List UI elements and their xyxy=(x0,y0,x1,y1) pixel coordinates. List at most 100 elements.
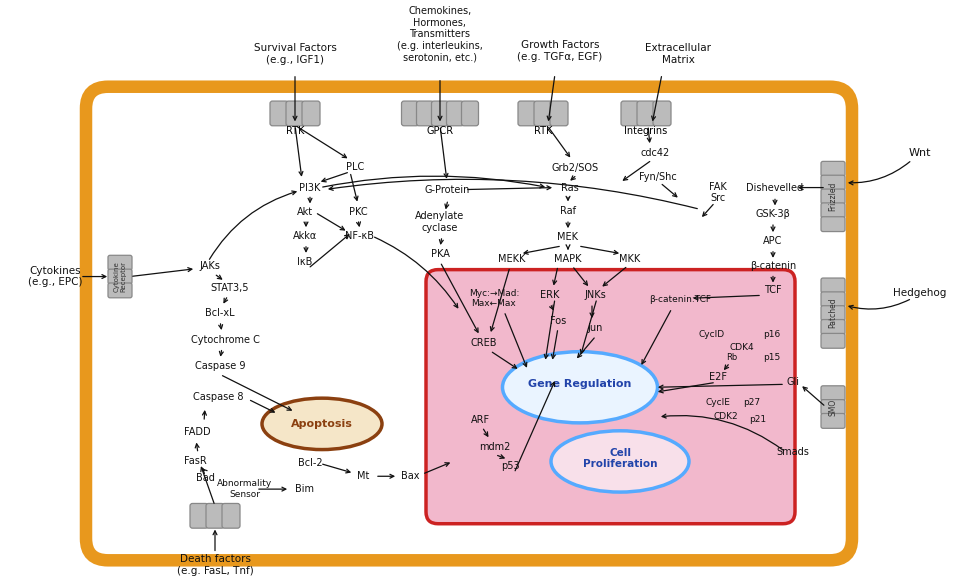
FancyBboxPatch shape xyxy=(821,386,845,401)
Text: Rb: Rb xyxy=(727,353,737,362)
Text: MEKK: MEKK xyxy=(498,254,526,264)
Text: mdm2: mdm2 xyxy=(479,441,511,451)
FancyBboxPatch shape xyxy=(270,101,288,126)
FancyBboxPatch shape xyxy=(550,101,568,126)
FancyBboxPatch shape xyxy=(446,101,464,126)
Text: Bcl-2: Bcl-2 xyxy=(298,458,323,468)
Text: Growth Factors
(e.g. TGFα, EGF): Growth Factors (e.g. TGFα, EGF) xyxy=(517,41,603,62)
FancyBboxPatch shape xyxy=(621,101,639,126)
Text: Adenylate
cyclase: Adenylate cyclase xyxy=(416,211,465,233)
Text: Dishevelled: Dishevelled xyxy=(747,183,804,193)
FancyBboxPatch shape xyxy=(108,255,132,270)
Text: JAKs: JAKs xyxy=(200,261,221,271)
Text: Jun: Jun xyxy=(588,323,603,333)
Text: E2F: E2F xyxy=(709,372,727,382)
FancyBboxPatch shape xyxy=(821,217,845,231)
Text: APC: APC xyxy=(763,236,782,246)
FancyBboxPatch shape xyxy=(462,101,478,126)
Text: Raf: Raf xyxy=(560,206,576,216)
Ellipse shape xyxy=(502,352,658,423)
Text: Grb2/SOS: Grb2/SOS xyxy=(551,163,599,173)
Text: FAK
Src: FAK Src xyxy=(709,182,727,203)
Text: PLC: PLC xyxy=(346,162,364,172)
Text: Bax: Bax xyxy=(400,471,420,481)
Text: Smads: Smads xyxy=(777,447,809,457)
Text: p21: p21 xyxy=(750,416,767,424)
FancyBboxPatch shape xyxy=(431,101,448,126)
Text: Survival Factors
(e.g., IGF1): Survival Factors (e.g., IGF1) xyxy=(253,43,336,65)
Text: cdc42: cdc42 xyxy=(640,148,670,158)
Text: CDK4: CDK4 xyxy=(730,343,755,352)
FancyBboxPatch shape xyxy=(534,101,552,126)
FancyBboxPatch shape xyxy=(821,175,845,190)
Text: FasR: FasR xyxy=(183,457,206,467)
Text: STAT3,5: STAT3,5 xyxy=(211,284,250,294)
Text: CDK2: CDK2 xyxy=(713,413,738,421)
Text: Bim: Bim xyxy=(296,484,315,494)
Text: Death factors
(e.g. FasL, Tnf): Death factors (e.g. FasL, Tnf) xyxy=(177,555,253,576)
Text: MAPK: MAPK xyxy=(554,254,582,264)
FancyBboxPatch shape xyxy=(821,292,845,306)
Text: Mt: Mt xyxy=(357,471,370,481)
Text: Akt: Akt xyxy=(297,207,313,217)
Text: MEK: MEK xyxy=(558,232,579,242)
FancyBboxPatch shape xyxy=(86,87,852,561)
Text: Gli: Gli xyxy=(786,377,800,387)
FancyBboxPatch shape xyxy=(821,189,845,204)
Text: SMO: SMO xyxy=(828,399,837,416)
Text: Gene Regulation: Gene Regulation xyxy=(528,379,632,389)
Text: β-catenin: β-catenin xyxy=(750,261,796,271)
Text: GPCR: GPCR xyxy=(426,126,453,136)
Text: FADD: FADD xyxy=(183,427,210,437)
Text: Fyn/Shc: Fyn/Shc xyxy=(639,171,677,182)
Ellipse shape xyxy=(551,431,689,492)
Text: CyclD: CyclD xyxy=(699,330,725,339)
Text: p15: p15 xyxy=(763,353,780,362)
Text: Cell
Proliferation: Cell Proliferation xyxy=(583,448,658,469)
FancyBboxPatch shape xyxy=(222,504,240,528)
FancyBboxPatch shape xyxy=(286,101,304,126)
FancyBboxPatch shape xyxy=(518,101,536,126)
Text: Hedgehog: Hedgehog xyxy=(894,288,947,298)
Text: CyclE: CyclE xyxy=(706,397,731,407)
Text: PKC: PKC xyxy=(348,207,368,217)
Text: Apoptosis: Apoptosis xyxy=(291,419,353,429)
FancyBboxPatch shape xyxy=(637,101,655,126)
FancyBboxPatch shape xyxy=(821,203,845,218)
Ellipse shape xyxy=(262,398,382,450)
Text: Caspase 9: Caspase 9 xyxy=(195,360,245,370)
FancyBboxPatch shape xyxy=(190,504,208,528)
Text: Integrins: Integrins xyxy=(624,126,667,136)
Text: PKA: PKA xyxy=(431,249,449,259)
Text: RTK: RTK xyxy=(286,126,304,136)
Text: Cytochrome C: Cytochrome C xyxy=(191,335,259,345)
Text: Akkα: Akkα xyxy=(293,231,317,241)
Text: RTK: RTK xyxy=(534,126,552,136)
FancyBboxPatch shape xyxy=(401,101,419,126)
Text: CREB: CREB xyxy=(470,338,497,348)
Text: Bad: Bad xyxy=(196,473,214,483)
Text: Chemokines,
Hormones,
Transmitters
(e.g. interleukins,
serotonin, etc.): Chemokines, Hormones, Transmitters (e.g.… xyxy=(397,6,483,63)
FancyBboxPatch shape xyxy=(417,101,434,126)
FancyBboxPatch shape xyxy=(821,278,845,293)
Text: JNKs: JNKs xyxy=(584,291,606,301)
FancyBboxPatch shape xyxy=(821,319,845,335)
Text: Bcl-xL: Bcl-xL xyxy=(205,308,235,318)
Text: Abnormality
Sensor: Abnormality Sensor xyxy=(217,480,273,499)
Text: G-Protein: G-Protein xyxy=(424,184,469,194)
FancyBboxPatch shape xyxy=(302,101,320,126)
FancyBboxPatch shape xyxy=(821,306,845,321)
FancyBboxPatch shape xyxy=(821,333,845,348)
Text: p27: p27 xyxy=(743,397,760,407)
Text: TCF: TCF xyxy=(764,285,781,295)
FancyBboxPatch shape xyxy=(821,161,845,176)
FancyBboxPatch shape xyxy=(821,400,845,414)
FancyBboxPatch shape xyxy=(653,101,671,126)
Text: MKK: MKK xyxy=(619,254,640,264)
Text: Cytokine
Receptor: Cytokine Receptor xyxy=(113,261,127,292)
FancyBboxPatch shape xyxy=(206,504,224,528)
Text: Caspase 8: Caspase 8 xyxy=(193,392,243,402)
Text: ERK: ERK xyxy=(540,291,560,301)
FancyBboxPatch shape xyxy=(426,269,795,524)
FancyBboxPatch shape xyxy=(108,269,132,284)
